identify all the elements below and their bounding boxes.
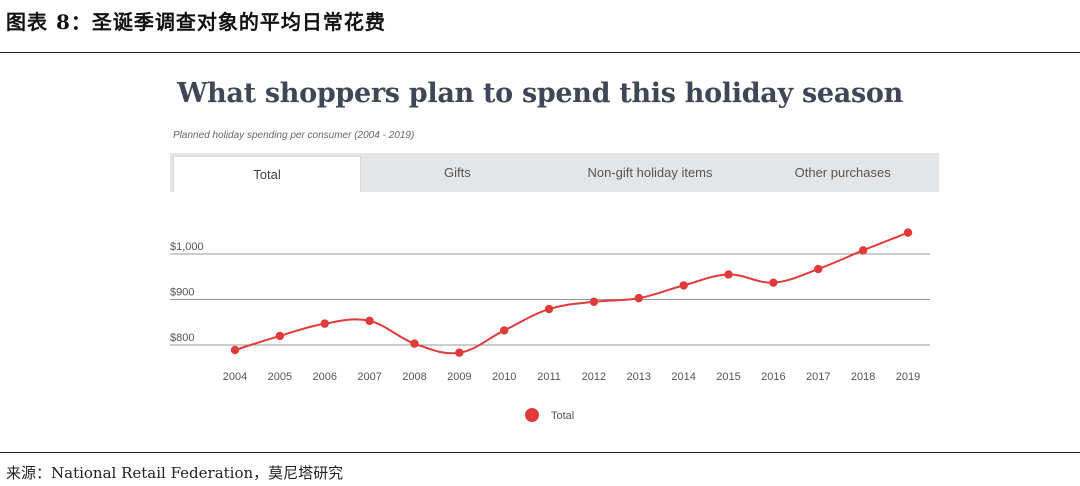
x-tick-label: 2004 [223,371,247,383]
source-note: 来源：National Retail Federation，莫尼塔研究 [6,464,344,482]
x-tick-label: 2013 [627,371,651,383]
data-point-2004 [230,345,240,355]
data-point-2008 [410,339,419,348]
tab-non-gift-holiday-items[interactable]: Non-gift holiday items [587,165,713,180]
data-point-2017 [814,264,823,274]
x-tick-label: 2009 [447,371,471,383]
x-tick-label: 2008 [402,371,426,383]
chart-subtitle: Planned holiday spending per consumer (2… [173,130,415,141]
chart-tabs: Total Gifts Non-gift holiday items Other… [170,153,939,192]
y-axis-ticks: $800 $900 $1,000 [170,241,204,344]
chart-title: What shoppers plan to spend this holiday… [177,78,903,109]
data-point-2011 [544,304,554,314]
x-tick-label: 2010 [492,371,516,383]
gridlines [170,253,930,346]
data-point-2012 [589,297,599,306]
figure-caption: 图表 8：圣诞季调查对象的平均日常花费 [6,10,386,34]
data-point-2010 [500,326,509,335]
data-point-2013 [634,293,643,303]
x-tick-label: 2014 [671,371,695,383]
series-points [230,228,913,357]
data-point-2006 [320,319,329,328]
top-rule [0,52,1080,53]
data-point-2016 [769,278,778,287]
data-point-2018 [858,246,868,255]
tab-other-purchases[interactable]: Other purchases [794,165,891,180]
x-tick-label: 2016 [761,371,785,383]
tab-gifts[interactable]: Gifts [443,165,471,180]
x-tick-label: 2005 [268,371,292,383]
x-tick-label: 2007 [357,371,381,383]
legend-label-total: Total [551,410,574,422]
data-point-2005 [275,331,285,341]
tab-total[interactable]: Total [173,156,361,192]
data-point-2019 [903,228,913,237]
data-point-2009 [455,348,464,357]
legend: Total [525,408,574,422]
y-tick-label: $900 [170,287,194,299]
data-point-2014 [679,281,688,290]
series-line-total [234,231,909,355]
data-point-2015 [724,270,733,279]
x-axis-ticks: 2004 2005 2006 2007 2008 2009 2010 2011 2012 2013… [223,371,920,383]
x-tick-label: 2006 [312,371,336,383]
y-tick-label: $1,000 [170,241,204,253]
data-point-2007 [365,316,374,326]
x-tick-label: 2019 [896,371,920,383]
x-tick-label: 2012 [582,371,606,383]
x-tick-label: 2015 [716,371,740,383]
x-tick-label: 2011 [537,371,561,383]
y-tick-label: $800 [170,332,194,344]
bottom-rule [0,452,1080,453]
x-tick-label: 2017 [806,371,830,383]
legend-marker-total [525,408,539,422]
x-tick-label: 2018 [851,371,875,383]
